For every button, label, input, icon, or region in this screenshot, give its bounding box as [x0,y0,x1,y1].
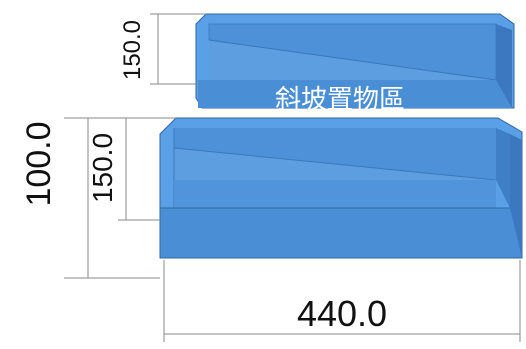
lower-box [159,117,523,259]
dim-height-100: 100.0 [20,121,58,206]
dim-bottom-150: 150.0 [87,133,118,203]
upper-box-front [198,80,512,108]
upper-box [195,13,515,109]
lower-box-front [159,207,523,259]
dim-width-440: 440.0 [297,293,387,334]
lower-box-slope [174,128,496,180]
dim-top-150: 150.0 [119,20,146,80]
section-title: 斜坡置物區 [275,85,405,115]
dimension-lines [64,13,521,342]
